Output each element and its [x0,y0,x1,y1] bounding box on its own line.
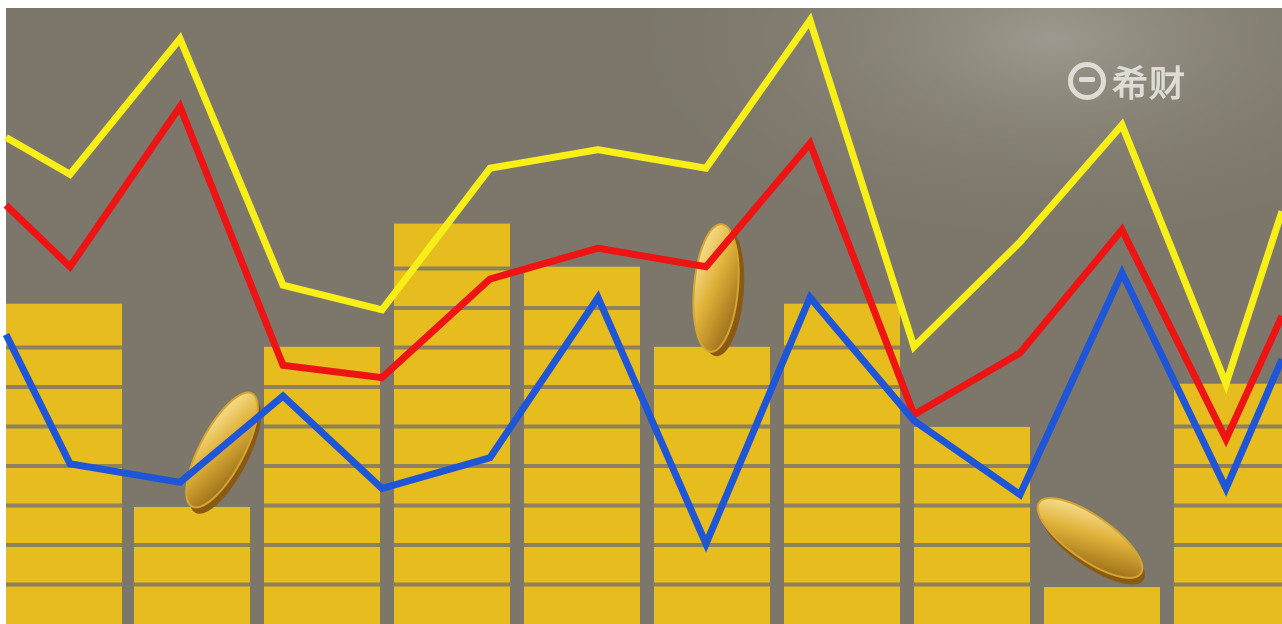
watermark-logo-icon [1068,62,1106,100]
gold-bar-column [654,346,770,624]
gold-bar-column [784,303,900,624]
gold-bar-column [134,506,250,624]
gold-bar-columns [6,223,1282,624]
red-trend-line [3,99,1282,448]
gold-bar-column [1044,587,1160,624]
gold-bar-column [914,426,1030,624]
yellow-trend-line [4,12,1282,395]
blue-trend-line [2,264,1282,553]
gold-bar-column [394,223,510,624]
gold-coins [185,223,1145,585]
gold-bar-column [6,303,122,624]
gold-coin [692,223,745,357]
gold-bar-column [264,346,380,624]
site-watermark: 希财 [1068,56,1186,106]
trend-lines [2,12,1282,553]
gold-coin [1036,497,1145,585]
watermark-text: 希财 [1112,64,1187,105]
